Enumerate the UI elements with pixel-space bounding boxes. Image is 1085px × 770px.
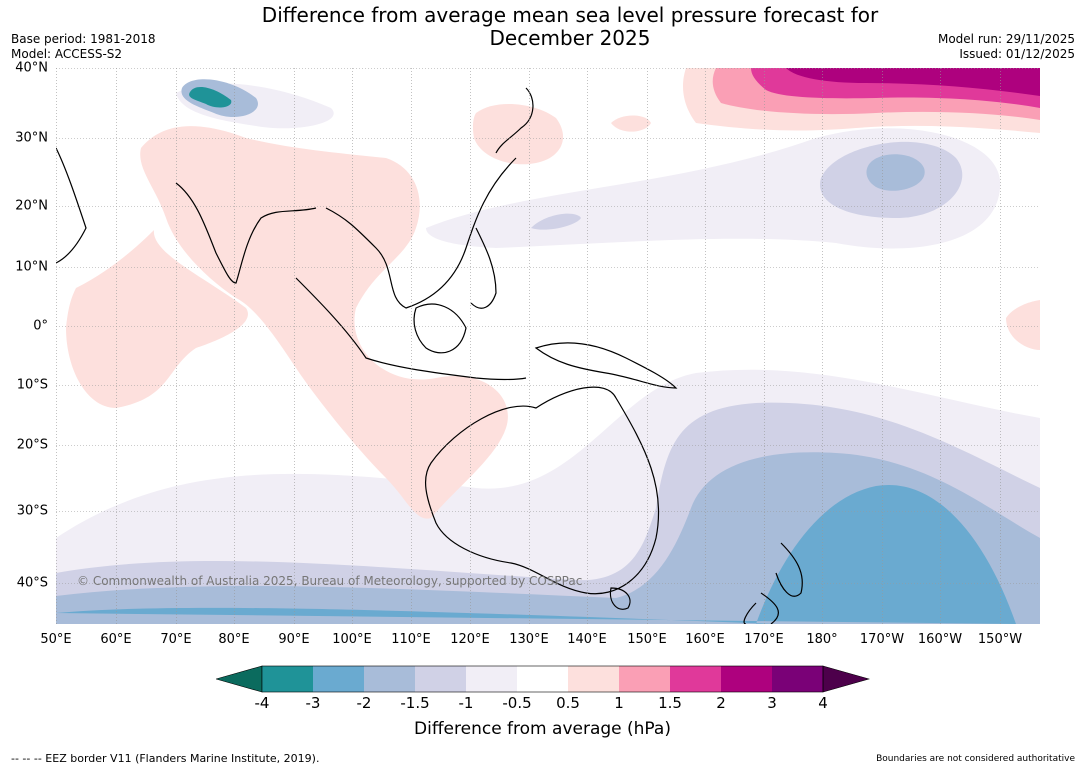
borneo-coast [413, 303, 467, 354]
colorbar-tick-label: 4 [818, 694, 828, 712]
colorbar-tick-label: -2 [356, 694, 372, 712]
himalaya-neg-3 [189, 86, 232, 108]
copyright-notice: © Commonwealth of Australia 2025, Bureau… [77, 574, 583, 588]
lon-label: 120°E [450, 632, 490, 647]
coastlines [56, 87, 803, 624]
south-china-pos-0-5 [472, 103, 564, 165]
colorbar-tick-label: 2 [716, 694, 726, 712]
colorbar-segment [262, 666, 313, 692]
lon-label: 170°E [744, 632, 784, 647]
lon-label: 150°E [627, 632, 667, 647]
colorbar-segment [568, 666, 619, 692]
positive-anomaly-fields [66, 68, 1040, 519]
lat-label: 30°S [16, 503, 48, 519]
east-asia-coast [325, 157, 517, 309]
lat-label: 40°S [16, 575, 48, 591]
eez-legend: -- -- -- EEZ border V11 (Flanders Marine… [11, 752, 320, 765]
lon-label: 150°W [977, 632, 1023, 647]
boundaries-disclaimer: Boundaries are not considered authoritat… [876, 754, 1075, 764]
south-band-neg-2 [56, 484, 1016, 624]
negative-anomaly-fields [56, 79, 1040, 624]
lon-label: 110°E [391, 632, 431, 647]
map-svg [56, 68, 1040, 624]
colorbar-segment [721, 666, 772, 692]
sumatra-java-coast [295, 277, 527, 381]
lon-label: 180° [806, 632, 838, 647]
base-period: Base period: 1981-2018 [11, 32, 156, 46]
lat-label: 40°N [15, 60, 48, 76]
map-title: Difference from average mean sea level p… [200, 4, 940, 50]
india-coast [175, 182, 317, 284]
arabia-coast [56, 147, 87, 264]
map-panel [56, 68, 1040, 624]
lat-label: 10°N [15, 259, 48, 275]
lat-label: 20°S [16, 437, 48, 453]
meta-right: Model run: 29/11/2025 Issued: 01/12/2025 [938, 32, 1075, 62]
colorbar-segment [517, 666, 568, 692]
colorbar-segment [670, 666, 721, 692]
colorbar-tick-label: 0.5 [556, 694, 580, 712]
lon-label: 90°E [278, 632, 310, 647]
lat-label: 10°S [16, 377, 48, 393]
colorbar-segment [313, 666, 364, 692]
title-line-2: December 2025 [489, 26, 651, 50]
colorbar-segment [772, 666, 823, 692]
north-pacific-pos-2 [786, 68, 1040, 96]
new-zealand-south [743, 592, 779, 624]
colorbar-tick-label: -3 [305, 694, 321, 712]
philippines-coast [470, 227, 497, 309]
colorbar-under-arrow [216, 665, 263, 693]
lat-label: 0° [33, 318, 48, 334]
new-zealand-north [775, 542, 803, 597]
colorbar-segment [619, 666, 670, 692]
small-pos-1 [611, 115, 651, 132]
east-pos-0-5 [1006, 300, 1040, 350]
model-name: Model: ACCESS-S2 [11, 47, 123, 61]
meta-left: Base period: 1981-2018 Model: ACCESS-S2 [11, 32, 156, 62]
lon-label: 130°E [509, 632, 549, 647]
lon-label: 160°E [685, 632, 725, 647]
australia-coast [425, 386, 660, 595]
issued-date: Issued: 01/12/2025 [959, 47, 1075, 61]
lon-label: 170°W [859, 632, 905, 647]
lon-label: 140°E [567, 632, 607, 647]
new-guinea-coast [534, 342, 678, 389]
north-pacific-small-neg [531, 213, 581, 230]
lon-label: 50°E [40, 632, 72, 647]
tasmania-coast [609, 587, 631, 610]
colorbar-tick-label: -1.5 [400, 694, 430, 712]
lon-label: 60°E [100, 632, 132, 647]
lat-label: 30°N [15, 130, 48, 146]
lon-label: 100°E [332, 632, 372, 647]
colorbar-segment [415, 666, 466, 692]
colorbar-tick-label: -1 [458, 694, 474, 712]
title-line-1: Difference from average mean sea level p… [261, 3, 879, 27]
colorbar-tick-label: 1 [614, 694, 624, 712]
north-pacific-neg-1-5 [866, 154, 925, 191]
colorbar-over-arrow [822, 665, 870, 693]
india-pos-0-5 [140, 126, 508, 519]
colorbar-segment [364, 666, 415, 692]
indian-ocean-pos-0-5 [66, 230, 248, 408]
model-run: Model run: 29/11/2025 [937, 32, 1075, 46]
colorbar-segment [466, 666, 517, 692]
lon-label: 80°E [218, 632, 250, 647]
japan-coast [495, 87, 534, 154]
colorbar-tick-label: -4 [254, 694, 270, 712]
lat-label: 20°N [15, 198, 48, 214]
colorbar-outline [261, 665, 824, 693]
lon-label: 70°E [160, 632, 192, 647]
colorbar-tick-label: 3 [767, 694, 777, 712]
graticule [56, 68, 1040, 624]
colorbar [216, 665, 870, 693]
colorbar-label: Difference from average (hPa) [414, 719, 671, 739]
lon-label: 160°W [917, 632, 963, 647]
colorbar-tick-label: -0.5 [502, 694, 532, 712]
colorbar-tick-label: 1.5 [658, 694, 682, 712]
